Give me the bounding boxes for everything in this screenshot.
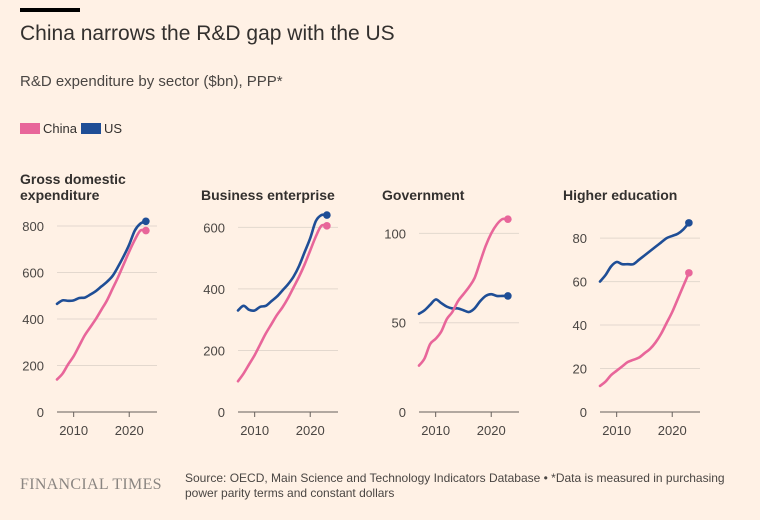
series-line-us-business (236, 213, 329, 312)
legend: China US (20, 121, 126, 136)
series-line-china-business (236, 223, 329, 383)
endpoint-us-business (323, 211, 331, 219)
series-line-us-higher-education (598, 221, 691, 283)
series-line-china-gross (55, 228, 148, 381)
endpoint-china-gross (142, 226, 150, 235)
panel-government: 0 50 100 2010 2020 (384, 215, 519, 438)
series-line-china-higher-education (598, 271, 691, 388)
y-tick-label-business: 400 (203, 282, 225, 297)
y-tick-label-higher-education: 40 (573, 318, 587, 333)
legend-label-us: US (103, 121, 123, 136)
panel-title-higher-education: Higher education (563, 187, 678, 203)
endpoint-china-business (323, 222, 331, 230)
endpoint-us-higher-education (685, 219, 693, 227)
panel-title-business: Business enterprise (201, 187, 335, 203)
source-note: Source: OECD, Main Science and Technolog… (185, 471, 725, 500)
y-tick-label-higher-education: 80 (573, 231, 587, 246)
legend-swatch-us (80, 123, 101, 134)
x-tick-label-business: 2020 (296, 423, 325, 438)
y-tick-label-higher-education: 20 (573, 362, 587, 377)
y-tick-label-gross: 0 (37, 405, 44, 420)
series-line-us-gross (55, 220, 148, 306)
panel-gross: 0 200 400 600 800 2010 2020 (22, 217, 157, 438)
y-tick-label-government: 0 (399, 405, 406, 420)
x-tick-label-higher-education: 2010 (602, 423, 631, 438)
panel-title-gross-line2: expenditure (20, 187, 100, 203)
y-tick-label-gross: 600 (22, 265, 44, 280)
endpoint-china-government (504, 215, 512, 223)
y-tick-label-government: 50 (392, 316, 406, 331)
panel-business: 0 200 400 600 2010 2020 (203, 211, 338, 438)
series-line-us-government (417, 292, 510, 316)
y-tick-label-gross: 800 (22, 219, 44, 234)
y-tick-label-higher-education: 0 (580, 405, 587, 420)
y-tick-label-business: 600 (203, 220, 225, 235)
legend-item-china: China (20, 121, 77, 136)
x-tick-label-gross: 2020 (115, 423, 144, 438)
chart-subtitle: R&D expenditure by sector ($bn), PPP* (20, 73, 283, 90)
panel-title-gross: Gross domestic expenditure (20, 171, 170, 203)
y-tick-label-higher-education: 60 (573, 275, 587, 290)
y-tick-label-business: 200 (203, 343, 225, 358)
y-tick-label-business: 0 (218, 405, 225, 420)
x-tick-label-government: 2020 (477, 423, 506, 438)
x-tick-label-gross: 2010 (59, 423, 88, 438)
ft-logo: FINANCIAL TIMES (20, 476, 162, 493)
panel-title-gross-line1: Gross domestic (20, 171, 126, 187)
endpoint-us-government (504, 292, 512, 300)
legend-item-us: US (80, 121, 123, 136)
legend-label-china: China (43, 121, 77, 136)
legend-swatch-china (20, 123, 40, 134)
chart-title: China narrows the R&D gap with the US (20, 22, 395, 45)
endpoint-china-higher-education (685, 269, 693, 277)
y-tick-label-government: 100 (384, 226, 406, 241)
x-tick-label-government: 2010 (421, 423, 450, 438)
y-tick-label-gross: 400 (22, 312, 44, 327)
endpoint-us-gross (142, 217, 150, 226)
y-tick-label-gross: 200 (22, 358, 44, 373)
panel-title-government: Government (382, 187, 465, 203)
x-tick-label-business: 2010 (240, 423, 269, 438)
series-line-china-government (417, 217, 510, 367)
x-tick-label-higher-education: 2020 (658, 423, 687, 438)
panel-higher-education: 0 20 40 60 80 2010 2020 (573, 219, 700, 438)
ft-accent-bar (20, 8, 80, 12)
